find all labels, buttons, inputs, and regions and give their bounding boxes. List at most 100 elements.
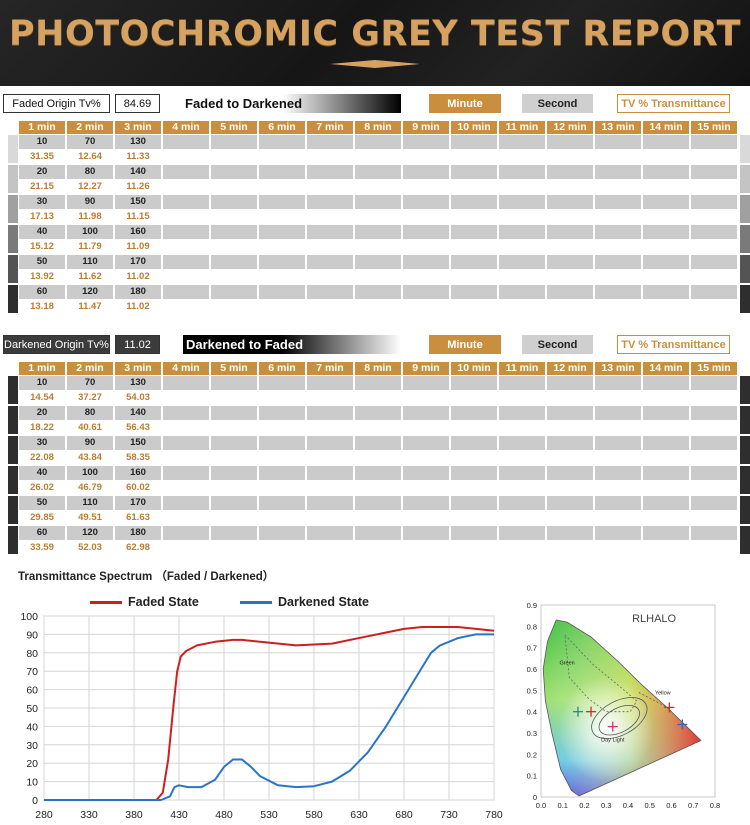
second-cell: [691, 436, 737, 450]
second-cell: [403, 225, 449, 239]
second-cell: [307, 135, 353, 149]
tv-cell: [355, 180, 401, 194]
second-cell: 100: [67, 225, 113, 239]
second-cell: [211, 255, 257, 269]
tv-cell: [355, 511, 401, 525]
cie-region-label: Yellow: [655, 691, 671, 697]
title-ornament: [330, 60, 420, 68]
column-header: 14 min: [643, 362, 689, 375]
second-cell: 90: [67, 195, 113, 209]
x-tick-label: 730: [440, 809, 458, 821]
second-cell: [355, 195, 401, 209]
darkened-minute-button[interactable]: Minute: [429, 335, 501, 354]
tv-cell: [499, 421, 545, 435]
y-tick-label: 70: [26, 666, 38, 678]
tv-cell: [547, 481, 593, 495]
darkened-tv-button[interactable]: TV % Transmittance: [617, 335, 730, 354]
second-cell: 180: [115, 285, 161, 299]
tv-cell: 11.33: [115, 150, 161, 164]
tv-cell: [355, 451, 401, 465]
second-cell: [499, 165, 545, 179]
cie-region-label: Day Light: [601, 738, 625, 744]
second-cell: [355, 135, 401, 149]
tv-cell: [547, 451, 593, 465]
second-cell: [355, 165, 401, 179]
tv-cell: [451, 541, 497, 555]
tv-cell: [259, 511, 305, 525]
tv-cell: [643, 180, 689, 194]
tv-cell: [403, 481, 449, 495]
tv-cell: [259, 180, 305, 194]
second-cell: [163, 376, 209, 390]
second-cell: [403, 466, 449, 480]
tv-cell: [643, 391, 689, 405]
cie-x-tick-label: 0.3: [601, 801, 611, 810]
tv-cell: 56.43: [115, 421, 161, 435]
tv-cell: [451, 180, 497, 194]
tv-cell: [163, 511, 209, 525]
x-tick-label: 780: [485, 809, 503, 821]
second-cell: [499, 466, 545, 480]
second-cell: [307, 165, 353, 179]
tv-cell: [211, 210, 257, 224]
tv-cell: 13.92: [19, 270, 65, 284]
tv-cell: [163, 180, 209, 194]
row-shade-marker: [740, 496, 750, 524]
tv-cell: [643, 150, 689, 164]
tv-cell: [307, 421, 353, 435]
faded-minute-button[interactable]: Minute: [429, 94, 501, 113]
second-cell: [547, 436, 593, 450]
tv-cell: [451, 150, 497, 164]
second-cell: [163, 285, 209, 299]
second-cell: [499, 406, 545, 420]
tv-cell: 22.08: [19, 451, 65, 465]
cie-x-tick-label: 0.0: [536, 801, 546, 810]
tv-cell: [211, 270, 257, 284]
second-cell: [211, 135, 257, 149]
tv-cell: [547, 240, 593, 254]
second-cell: [307, 526, 353, 540]
tv-cell: 29.85: [19, 511, 65, 525]
second-cell: [355, 526, 401, 540]
tv-cell: 33.59: [19, 541, 65, 555]
faded-tv-button[interactable]: TV % Transmittance: [617, 94, 730, 113]
second-cell: 140: [115, 165, 161, 179]
second-cell: [691, 135, 737, 149]
x-tick-label: 280: [35, 809, 53, 821]
tv-cell: [211, 481, 257, 495]
second-cell: [643, 255, 689, 269]
row-shade-marker: [740, 285, 750, 313]
tv-cell: [547, 150, 593, 164]
tv-cell: [547, 421, 593, 435]
second-cell: [691, 496, 737, 510]
tv-cell: [403, 451, 449, 465]
tv-cell: [355, 541, 401, 555]
cie-y-tick-label: 0.2: [527, 750, 537, 759]
tv-cell: [547, 541, 593, 555]
tv-cell: [595, 391, 641, 405]
second-cell: [211, 225, 257, 239]
row-shade-marker: [740, 436, 750, 464]
tv-cell: [499, 180, 545, 194]
column-header: 9 min: [403, 362, 449, 375]
second-cell: [355, 466, 401, 480]
tv-cell: [451, 481, 497, 495]
row-shade-marker: [8, 285, 18, 313]
second-cell: [307, 376, 353, 390]
y-tick-label: 40: [26, 721, 38, 733]
darkened-second-button[interactable]: Second: [522, 335, 593, 354]
tv-cell: [163, 150, 209, 164]
y-tick-label: 90: [26, 629, 38, 641]
second-cell: [451, 526, 497, 540]
tv-cell: [595, 451, 641, 465]
faded-second-button[interactable]: Second: [522, 94, 593, 113]
x-tick-label: 630: [350, 809, 368, 821]
second-cell: [595, 406, 641, 420]
second-cell: [211, 466, 257, 480]
second-cell: [355, 406, 401, 420]
second-cell: [547, 376, 593, 390]
second-cell: 110: [67, 496, 113, 510]
second-cell: [211, 195, 257, 209]
tv-cell: [547, 391, 593, 405]
y-tick-label: 50: [26, 703, 38, 715]
